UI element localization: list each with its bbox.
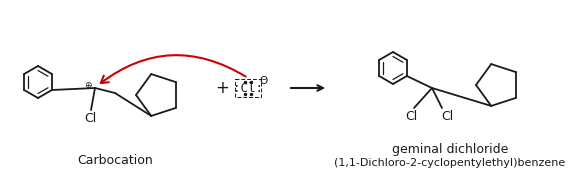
Text: Carbocation: Carbocation: [77, 153, 153, 166]
Text: Cl: Cl: [405, 110, 417, 124]
Text: Θ: Θ: [260, 76, 268, 86]
Text: Cl: Cl: [84, 113, 96, 125]
Text: (1,1-Dichloro-2-cyclopentylethyl)benzene: (1,1-Dichloro-2-cyclopentylethyl)benzene: [335, 158, 566, 168]
FancyArrowPatch shape: [101, 55, 245, 83]
Text: Cl: Cl: [441, 110, 453, 124]
Bar: [235, 79, 261, 97]
Text: +: +: [215, 79, 229, 97]
Text: geminal dichloride: geminal dichloride: [392, 144, 508, 156]
Text: :Cl:: :Cl:: [233, 82, 263, 96]
Text: ⊕: ⊕: [84, 80, 92, 89]
